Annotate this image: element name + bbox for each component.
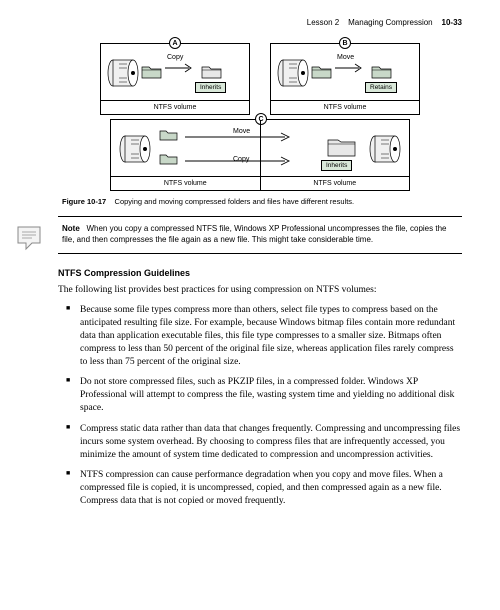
drive-icon [369,132,403,166]
label-b: B [339,37,351,49]
folder-icon [327,136,357,158]
page-number: 10-33 [442,18,462,27]
list-item: Compress static data rather than data th… [70,423,462,461]
arrow-icon [183,132,295,142]
folder-icon [201,64,223,80]
folder-icon [159,152,179,166]
panel-b: B Move Retains [270,43,420,115]
vol-label-c1: NTFS volume [111,176,261,190]
vol-label-b: NTFS volume [271,100,419,114]
tag-retains-b: Retains [365,82,397,93]
op-move-b: Move [337,54,354,61]
label-c: C [255,113,267,125]
page-header: Lesson 2 Managing Compression 10-33 [58,18,462,27]
label-a: A [169,37,181,49]
figure-number: Figure 10-17 [62,197,106,206]
folder-icon [141,64,163,80]
guidelines-list: Because some file types compress more th… [58,304,462,507]
note-icon [12,219,48,255]
drive-icon [119,132,153,166]
list-item: Do not store compressed files, such as P… [70,376,462,414]
tag-inherits-a: Inherits [195,82,226,93]
note-box: Note When you copy a compressed NTFS fil… [58,216,462,254]
arrow-icon [333,62,367,74]
note-label: Note [62,224,80,233]
note-text: When you copy a compressed NTFS file, Wi… [62,224,446,244]
arrow-icon [163,62,197,74]
folder-icon [159,128,179,142]
figure-caption: Figure 10-17 Copying and moving compress… [58,197,462,206]
figure-caption-text: Copying and moving compressed folders an… [115,197,355,206]
section-heading: NTFS Compression Guidelines [58,268,462,278]
list-item: Because some file types compress more th… [70,304,462,368]
diagram: A Copy Inherits [90,43,430,191]
lesson-label: Lesson 2 [307,18,339,27]
vol-label-a: NTFS volume [101,100,249,114]
vol-label-c2: NTFS volume [261,176,410,190]
arrow-icon [183,156,295,166]
folder-icon [371,64,393,80]
op-copy-a: Copy [167,54,183,61]
list-item: NTFS compression can cause performance d… [70,469,462,507]
header-title: Managing Compression [348,18,433,27]
drive-icon [107,56,141,90]
panel-c: C Move Copy [110,119,410,191]
panel-a: A Copy Inherits [100,43,250,115]
folder-icon [311,64,333,80]
intro-paragraph: The following list provides best practic… [58,284,462,297]
tag-inherits-c: Inherits [321,160,352,171]
drive-icon [277,56,311,90]
